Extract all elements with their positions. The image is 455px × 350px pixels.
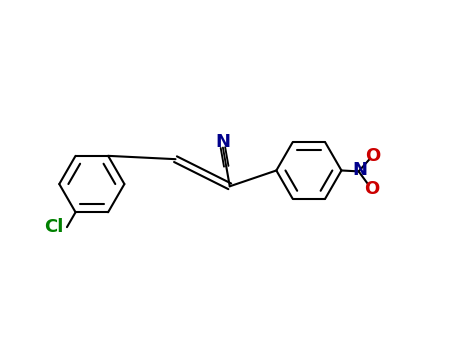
- Text: O: O: [365, 147, 381, 165]
- Text: Cl: Cl: [44, 218, 63, 236]
- Text: N: N: [215, 133, 230, 151]
- Text: O: O: [364, 180, 379, 197]
- Text: N: N: [353, 161, 368, 180]
